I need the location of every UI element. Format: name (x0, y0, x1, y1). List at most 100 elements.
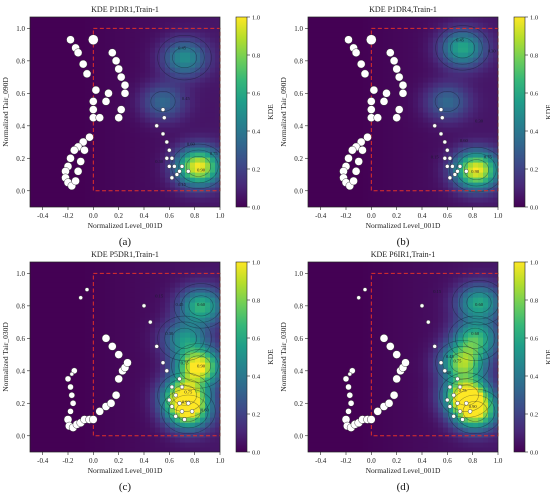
density-cell (35, 57, 41, 63)
density-cell (328, 57, 334, 63)
density-cell (318, 342, 324, 348)
density-cell (120, 442, 126, 448)
density-cell (200, 27, 206, 33)
density-cell (180, 197, 186, 203)
density-cell (100, 42, 106, 48)
density-cell (338, 402, 344, 408)
density-cell (70, 297, 76, 303)
density-cell (458, 22, 464, 28)
density-cell (403, 192, 409, 198)
density-cell (175, 82, 181, 88)
density-cell (323, 102, 329, 108)
density-cell (195, 192, 201, 198)
density-cell (338, 382, 344, 388)
density-cell (463, 187, 469, 193)
density-cell (135, 177, 141, 183)
density-cell (45, 137, 51, 143)
density-cell (60, 67, 66, 73)
density-cell (313, 117, 319, 123)
density-cell (35, 392, 41, 398)
density-cell (180, 82, 186, 88)
density-cell (150, 147, 156, 153)
density-cell (75, 407, 81, 413)
density-cell (55, 342, 61, 348)
density-cell (135, 372, 141, 378)
density-cell (120, 397, 126, 403)
density-cell (190, 52, 196, 58)
density-cell (403, 102, 409, 108)
density-cell (200, 277, 206, 283)
density-cell (150, 72, 156, 78)
density-cell (40, 42, 46, 48)
density-cell (150, 442, 156, 448)
density-cell (120, 97, 126, 103)
density-cell (55, 177, 61, 183)
density-cell (150, 347, 156, 353)
density-cell (115, 182, 121, 188)
density-cell (423, 177, 429, 183)
density-cell (175, 442, 181, 448)
density-cell (373, 172, 379, 178)
density-cell (353, 197, 359, 203)
density-cell (40, 327, 46, 333)
density-cell (170, 422, 176, 428)
density-cell (313, 192, 319, 198)
density-cell (443, 102, 449, 108)
density-cell (45, 332, 51, 338)
density-cell (383, 177, 389, 183)
density-cell (40, 387, 46, 393)
density-cell (115, 42, 121, 48)
density-cell (105, 277, 111, 283)
density-cell (45, 177, 51, 183)
density-cell (145, 332, 151, 338)
density-cell (313, 172, 319, 178)
density-cell (190, 192, 196, 198)
density-cell (398, 27, 404, 33)
density-cell (100, 362, 106, 368)
density-cell (60, 142, 66, 148)
colorbar-tick-label: 0.6 (530, 91, 539, 98)
density-cell (90, 177, 96, 183)
density-cell (403, 187, 409, 193)
density-cell (333, 307, 339, 313)
density-cell (85, 277, 91, 283)
density-cell (40, 407, 46, 413)
density-cell (343, 97, 349, 103)
density-cell (433, 117, 439, 123)
density-cell (403, 107, 409, 113)
density-cell (313, 62, 319, 68)
density-cell (383, 27, 389, 33)
density-cell (125, 182, 131, 188)
density-cell (323, 52, 329, 58)
density-cell (433, 77, 439, 83)
density-cell (95, 372, 101, 378)
density-cell (130, 127, 136, 133)
density-cell (85, 332, 91, 338)
density-cell (90, 187, 96, 193)
density-heatmap (308, 17, 499, 208)
density-cell (35, 272, 41, 278)
density-cell (85, 52, 91, 58)
density-cell (328, 32, 334, 38)
density-cell (100, 342, 106, 348)
density-cell (308, 297, 314, 303)
density-cell (398, 42, 404, 48)
density-cell (388, 127, 394, 133)
density-cell (428, 67, 434, 73)
density-cell (200, 137, 206, 143)
density-cell (30, 32, 36, 38)
data-point (161, 108, 165, 112)
density-cell (210, 432, 216, 438)
density-cell (338, 332, 344, 338)
density-cell (160, 197, 166, 203)
density-cell (70, 22, 76, 28)
density-cell (170, 127, 176, 133)
density-cell (185, 437, 191, 443)
density-cell (408, 77, 414, 83)
density-cell (318, 102, 324, 108)
contour-label: 0.30 (475, 119, 484, 124)
density-cell (50, 392, 56, 398)
density-cell (338, 62, 344, 68)
density-cell (90, 347, 96, 353)
density-cell (205, 77, 211, 83)
